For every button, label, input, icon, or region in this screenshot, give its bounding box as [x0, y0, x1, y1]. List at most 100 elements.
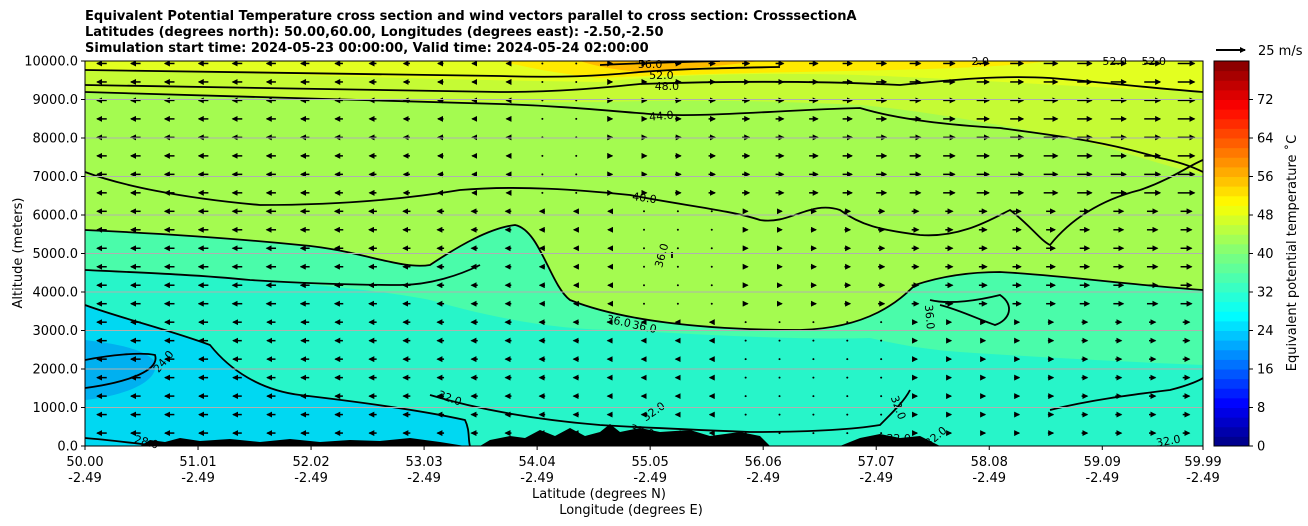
wind-vector — [710, 210, 713, 213]
colorbar-band — [1214, 138, 1249, 149]
wind-vector — [812, 321, 815, 324]
wind-vector — [710, 265, 713, 268]
x-axis-label-latitude: Latitude (degrees N) — [532, 487, 666, 502]
colorbar-tick-label: 16 — [1257, 363, 1274, 378]
wind-vector — [880, 339, 883, 342]
y-tick-label: 2000.0 — [33, 363, 79, 378]
x-tick-label-lon: -2.49 — [407, 471, 441, 486]
x-tick-label-lat: 53.03 — [405, 455, 442, 470]
x-tick-label-lon: -2.49 — [633, 471, 667, 486]
wind-vector — [744, 432, 747, 435]
wind-vector — [778, 339, 781, 342]
wind-vector — [880, 395, 883, 398]
y-tick-label: 9000.0 — [33, 93, 79, 108]
colorbar-band — [1214, 263, 1249, 274]
wind-vector — [643, 247, 645, 250]
colorbar-band — [1214, 378, 1249, 389]
colorbar-tick-label: 8 — [1257, 401, 1265, 416]
colorbar-band — [1214, 205, 1249, 216]
colorbar-band — [1214, 243, 1249, 254]
contour-line-36-b — [85, 264, 481, 286]
wind-vector — [643, 284, 645, 287]
colorbar-band — [1214, 330, 1249, 341]
wind-vector — [676, 284, 679, 287]
contour-line-52 — [85, 66, 781, 78]
colorbar-band — [1214, 166, 1249, 177]
colorbar-tick-label: 72 — [1257, 93, 1274, 108]
wind-vector — [575, 191, 578, 194]
contour-line-24 — [85, 352, 157, 389]
chart-title-line-1: Equivalent Potential Temperature cross s… — [85, 9, 857, 24]
colorbar-tick-label: 40 — [1257, 247, 1274, 262]
contour-label: 40.0 — [631, 190, 657, 206]
wind-vector — [846, 358, 849, 361]
colorbar-band — [1214, 311, 1249, 322]
y-tick-label: 8000.0 — [33, 132, 79, 147]
wind-vector — [744, 413, 747, 416]
contour-line-36-a — [85, 224, 1203, 331]
colorbar-tick-label: 0 — [1257, 440, 1265, 455]
wind-vector — [744, 376, 747, 379]
colorbar-band — [1214, 186, 1249, 197]
contour-label: 32.0 — [629, 422, 656, 441]
colorbar-band — [1214, 282, 1249, 293]
y-tick-label: 6000.0 — [33, 209, 79, 224]
wind-vector — [676, 228, 679, 231]
wind-vector — [676, 210, 679, 213]
wind-vector — [744, 321, 747, 324]
wind-vector — [541, 117, 544, 120]
chart-title-line-2: Latitudes (degrees north): 50.00,60.00, … — [85, 25, 664, 40]
contour-line-36-c — [929, 294, 1010, 326]
wind-vector — [541, 62, 544, 65]
colorbar-band — [1214, 234, 1249, 245]
wind-vector — [846, 339, 849, 342]
wind-vector — [880, 358, 883, 361]
colorbar-tick-label: 24 — [1257, 324, 1274, 339]
wind-vector — [744, 339, 747, 342]
y-tick-label: 4000.0 — [33, 286, 79, 301]
wind-vector — [880, 413, 883, 416]
colorbar-band — [1214, 176, 1249, 187]
wind-vector — [541, 154, 544, 157]
colorbar-tick-label: 56 — [1257, 170, 1274, 185]
colorbar-band — [1214, 340, 1249, 351]
x-tick-label-lat: 50.00 — [66, 455, 103, 470]
colorbar-band — [1214, 426, 1249, 437]
wind-vector — [778, 413, 781, 416]
wind-vector — [575, 62, 578, 65]
contour-label: 44.0 — [649, 109, 675, 124]
colorbar-band — [1214, 397, 1249, 408]
colorbar-band — [1214, 80, 1249, 91]
wind-vector — [812, 339, 815, 342]
wind-vector — [812, 432, 815, 435]
wind-vector — [575, 173, 578, 176]
x-tick-label-lat: 59.99 — [1184, 455, 1221, 470]
colorbar-band — [1214, 388, 1249, 399]
colorbar-band — [1214, 195, 1249, 206]
x-tick-label-lon: -2.49 — [859, 471, 893, 486]
wind-vector — [880, 321, 883, 324]
x-tick-label-lon: -2.49 — [746, 471, 780, 486]
contour-line-48 — [85, 76, 1203, 93]
x-tick-label-lat: 51.01 — [179, 455, 216, 470]
contour-label: 32.0 — [886, 432, 911, 445]
contour-label: 32.0 — [1155, 433, 1181, 450]
colorbar-band — [1214, 417, 1249, 428]
contour-label: 36.0 — [922, 304, 937, 330]
wind-vector — [541, 173, 544, 176]
chart-title-line-3: Simulation start time: 2024-05-23 00:00:… — [85, 41, 649, 56]
wind-vector — [541, 80, 544, 83]
wind-vector — [744, 358, 747, 361]
contour-label: 36.0 — [652, 242, 671, 269]
colorbar-band — [1214, 215, 1249, 226]
x-tick-label-lat: 52.02 — [292, 455, 329, 470]
wind-vector — [710, 302, 713, 305]
gridlines — [85, 99, 1203, 408]
contour-line-32-a — [85, 304, 471, 446]
wind-vector — [676, 265, 679, 268]
colorbar-band — [1214, 128, 1249, 139]
colorbar-band — [1214, 359, 1249, 370]
colorbar-band — [1214, 118, 1249, 129]
wind-vector — [846, 432, 849, 435]
wind-vector — [812, 358, 815, 361]
